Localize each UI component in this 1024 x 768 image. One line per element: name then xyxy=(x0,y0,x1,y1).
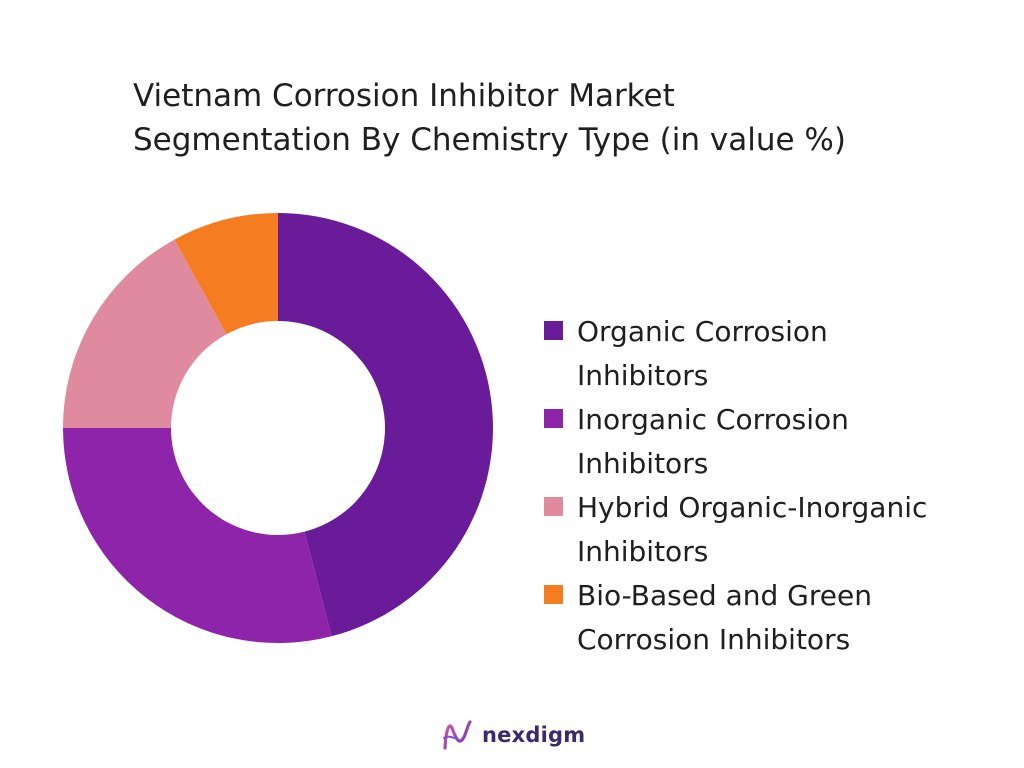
chart-title-line-2: Segmentation By Chemistry Type (in value… xyxy=(133,122,846,158)
legend-item-4: Bio-Based and Green Corrosion Inhibitors xyxy=(544,574,1014,662)
legend-label-line: Inhibitors xyxy=(577,359,709,392)
legend-label-line: Corrosion Inhibitors xyxy=(577,623,851,656)
nexdigm-logo-icon xyxy=(443,720,472,750)
donut-slice-1 xyxy=(278,213,493,637)
legend-swatch xyxy=(544,497,563,516)
legend-label: Hybrid Organic-Inorganic Inhibitors xyxy=(577,486,927,574)
chart-title-line-1: Vietnam Corrosion Inhibitor Market xyxy=(133,78,675,114)
legend-label-line: Inhibitors xyxy=(577,447,709,480)
legend-label-line: Hybrid Organic-Inorganic xyxy=(577,491,928,524)
legend-item-3: Hybrid Organic-Inorganic Inhibitors xyxy=(544,486,1014,574)
chart-title: Vietnam Corrosion Inhibitor Market Segme… xyxy=(133,74,953,162)
nexdigm-logo-text: nexdigm xyxy=(482,723,586,747)
donut-slice-2 xyxy=(63,428,332,643)
legend-item-1: Organic Corrosion Inhibitors xyxy=(544,310,1014,398)
chart-legend: Organic Corrosion Inhibitors Inorganic Cor… xyxy=(544,310,1014,662)
legend-label: Bio-Based and Green Corrosion Inhibitors xyxy=(577,574,872,662)
donut-slice-3 xyxy=(63,239,227,428)
legend-label-line: Bio-Based and Green xyxy=(577,579,872,612)
legend-item-2: Inorganic Corrosion Inhibitors xyxy=(544,398,1014,486)
donut-slice-4 xyxy=(174,213,278,335)
legend-swatch xyxy=(544,321,563,340)
nexdigm-logo: nexdigm xyxy=(440,716,585,754)
legend-label-line: Inhibitors xyxy=(577,535,709,568)
legend-label: Inorganic Corrosion Inhibitors xyxy=(577,398,849,486)
legend-label-line: Organic Corrosion xyxy=(577,315,828,348)
legend-swatch xyxy=(544,409,563,428)
legend-swatch xyxy=(544,585,563,604)
legend-label-line: Inorganic Corrosion xyxy=(577,403,849,436)
legend-label: Organic Corrosion Inhibitors xyxy=(577,310,828,398)
